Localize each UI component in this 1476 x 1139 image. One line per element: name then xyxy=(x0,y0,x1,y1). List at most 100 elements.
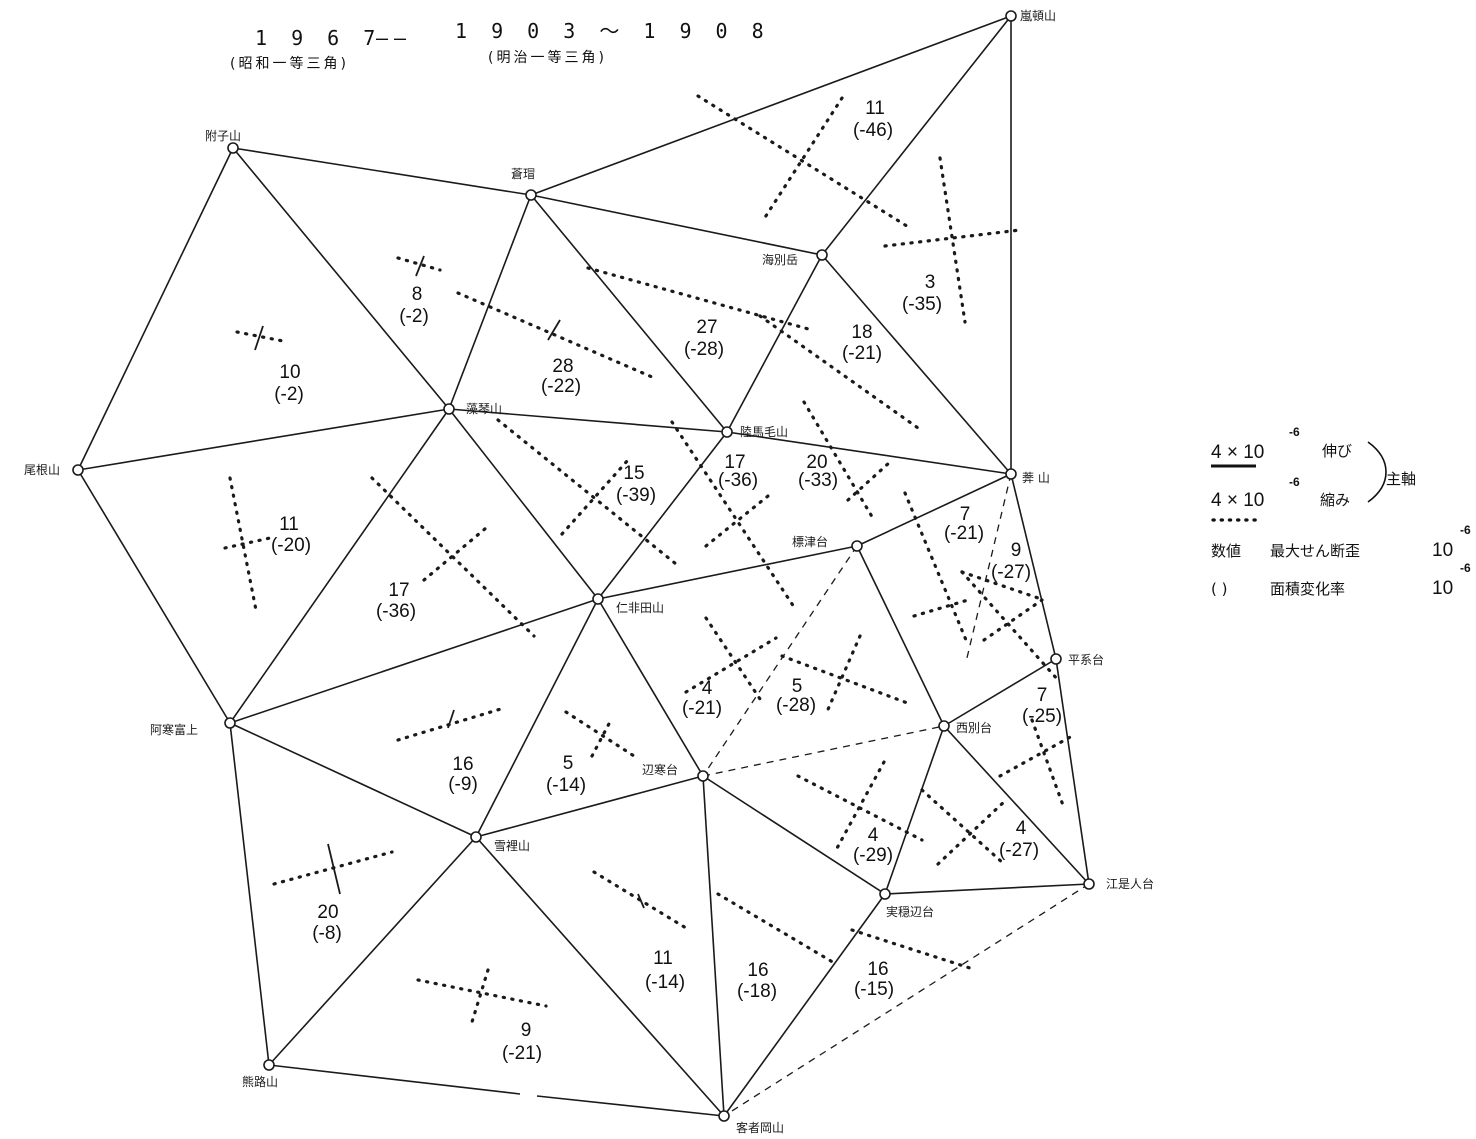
station-label-soujo: 蒼瑁 xyxy=(511,167,535,181)
epoch-old: 1 9 0 3 ～ 1 9 0 8 xyxy=(455,19,770,43)
station-nodes xyxy=(72,10,1095,1122)
shear-value: 18 xyxy=(851,322,872,343)
station-node xyxy=(72,464,84,476)
station-label-nijin: 仁非田山 xyxy=(616,601,664,615)
station-node xyxy=(224,717,236,729)
area-change-value: (-2) xyxy=(399,306,429,327)
diagram-header: 1 9 6 7 —— 1 9 0 3 ～ 1 9 0 8 (昭和一等三角) (明… xyxy=(230,19,770,72)
area-change-value: (-36) xyxy=(376,601,416,622)
station-node xyxy=(816,249,828,261)
area-change-value: (-21) xyxy=(682,698,722,719)
area-change-value: (-2) xyxy=(274,384,304,405)
legend-compression-label: 縮み xyxy=(1320,491,1350,509)
area-change-value: (-46) xyxy=(853,120,893,141)
legend-exponent: -6 xyxy=(1289,475,1300,489)
station-label-heikei: 平系台 xyxy=(1068,652,1104,667)
station-node xyxy=(592,593,604,605)
shear-value: 7 xyxy=(960,504,971,525)
area-change-value: (-14) xyxy=(546,775,586,796)
shear-value: 20 xyxy=(317,902,338,923)
area-change-value: (-20) xyxy=(271,535,311,556)
station-label-ryoshaku: 藻琴山 xyxy=(466,402,502,416)
station-node xyxy=(1005,10,1017,22)
area-change-value: (-35) xyxy=(902,294,942,315)
station-label-rokukeshi: 陸馬毛山 xyxy=(740,425,788,439)
shear-value: 16 xyxy=(867,959,888,980)
shear-value: 17 xyxy=(388,580,409,601)
legend-paren-label: ( ) xyxy=(1211,580,1227,598)
area-change-value: (-21) xyxy=(502,1043,542,1064)
shear-value: 9 xyxy=(1011,540,1022,561)
station-node xyxy=(470,831,482,843)
epoch-dash: —— xyxy=(376,26,412,50)
shear-value: 27 xyxy=(696,317,717,338)
station-label-sekka: 雪裡山 xyxy=(494,838,530,853)
station-node xyxy=(227,142,239,154)
shear-value: 8 xyxy=(412,284,423,305)
area-change-value: (-29) xyxy=(853,845,893,866)
station-label-shiroji: 熊路山 xyxy=(242,1074,278,1089)
area-change-value: (-21) xyxy=(842,343,882,364)
shear-value: 16 xyxy=(452,754,473,775)
station-node xyxy=(851,540,863,552)
station-label-hensei: 辺寒台 xyxy=(642,762,678,777)
station-label-ranetsu: 嵐頓山 xyxy=(1020,9,1056,23)
survey-new-label: (昭和一等三角) xyxy=(230,55,349,72)
area-change-value: (-27) xyxy=(991,562,1031,583)
station-label-hakushi: 附子山 xyxy=(205,129,241,143)
area-change-value: (-27) xyxy=(999,840,1039,861)
area-change-value: (-39) xyxy=(616,485,656,506)
legend-area-change-label: 面積変化率 xyxy=(1270,580,1345,598)
shear-value: 11 xyxy=(279,514,299,535)
shear-value: 11 xyxy=(653,948,673,969)
shear-value: 28 xyxy=(552,356,573,377)
station-label-nishibetsu: 西別台 xyxy=(956,720,992,735)
station-node xyxy=(721,426,733,438)
legend-extension-label: 伸び xyxy=(1322,442,1352,460)
legend: 4 × 10 -6 伸び 4 × 10 -6 縮み 主軸 数値 最大せん断歪 1… xyxy=(1211,425,1471,599)
area-change-value: (-8) xyxy=(312,923,342,944)
area-change-value: (-9) xyxy=(448,774,478,795)
shear-value: 16 xyxy=(747,960,768,981)
legend-unit: 10 xyxy=(1432,578,1453,599)
station-node xyxy=(938,720,950,732)
area-change-value: (-36) xyxy=(718,470,758,491)
shear-value: 4 xyxy=(1016,818,1027,839)
station-node xyxy=(718,1110,730,1122)
area-change-value: (-22) xyxy=(541,376,581,397)
survey-old-label: (明治一等三角) xyxy=(488,49,607,66)
station-node xyxy=(1050,653,1062,665)
strain-values: 11 (-46) 3 (-35) 8 (-2) 10 (-2) 28 (-22)… xyxy=(271,98,1062,1064)
station-node xyxy=(1083,878,1095,890)
legend-bracket xyxy=(1367,441,1387,503)
station-label-kaibetsu: 海別岳 xyxy=(762,252,798,267)
shear-value: 17 xyxy=(724,452,745,473)
station-label-kitayama: 莾 山 xyxy=(1022,471,1050,485)
principal-axes xyxy=(223,94,1074,1024)
area-change-value: (-28) xyxy=(684,339,724,360)
legend-exponent: -6 xyxy=(1460,561,1471,575)
area-change-value: (-21) xyxy=(944,523,984,544)
shear-value: 4 xyxy=(702,678,713,699)
area-change-value: (-15) xyxy=(854,979,894,1000)
shear-value: 9 xyxy=(521,1020,532,1041)
station-node xyxy=(263,1059,275,1071)
legend-max-shear-label: 最大せん断歪 xyxy=(1270,542,1360,560)
station-node xyxy=(525,189,537,201)
station-node xyxy=(697,770,709,782)
shear-value: 11 xyxy=(865,98,885,119)
area-change-value: (-14) xyxy=(645,972,685,993)
legend-exponent: -6 xyxy=(1460,523,1471,537)
station-labels: 嵐頓山 附子山 蒼瑁 海別岳 尾根山 藻琴山 陸馬毛山 莾 山 標津台 仁非田山… xyxy=(24,9,1154,1135)
station-node xyxy=(443,403,455,415)
station-label-kasha: 客者岡山 xyxy=(736,1120,784,1135)
legend-principal-axes-label: 主軸 xyxy=(1386,470,1416,488)
shear-value: 5 xyxy=(563,753,574,774)
area-change-value: (-28) xyxy=(776,695,816,716)
shear-value: 20 xyxy=(806,452,827,473)
shear-value: 15 xyxy=(623,463,644,484)
legend-extension-value: 4 × 10 xyxy=(1211,442,1264,463)
area-change-value: (-25) xyxy=(1022,706,1062,727)
epoch-new: 1 9 6 7 xyxy=(255,26,381,50)
